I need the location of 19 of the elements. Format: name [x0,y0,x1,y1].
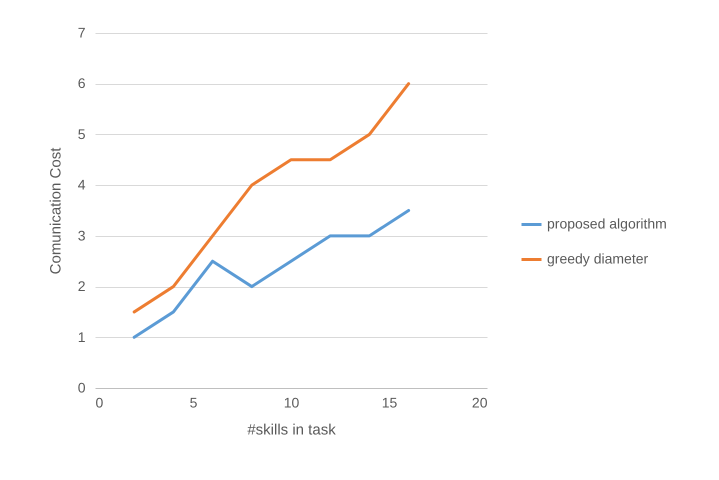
y-tick-label: 3 [78,227,86,244]
y-tick-label: 0 [78,380,86,396]
y-tick-label: 7 [78,24,86,40]
x-tick-label: 5 [190,394,198,410]
legend-label: proposed algorithm [547,216,667,232]
y-tick-label: 5 [78,126,86,142]
x-tick-label: 10 [284,394,300,410]
line-series [132,82,410,314]
y-axis-title: Comunication Cost [48,146,65,274]
x-tick-label: 20 [472,394,488,410]
x-tick-label: 0 [96,394,104,410]
x-axis-title: #skills in task [247,422,336,438]
legend-label: greedy diameter [547,250,649,266]
y-tick-label: 4 [78,176,86,193]
x-tick-label: 15 [382,394,398,410]
y-tick-label: 1 [78,328,86,345]
y-tick-label: 2 [78,278,86,294]
line-series [132,209,410,339]
y-tick-label: 6 [78,75,86,92]
